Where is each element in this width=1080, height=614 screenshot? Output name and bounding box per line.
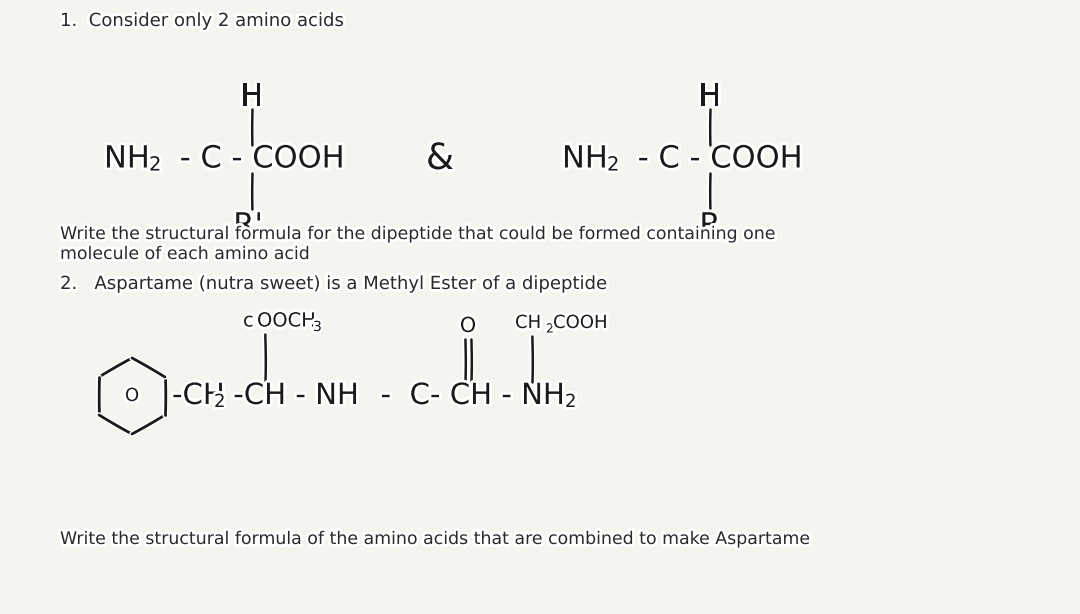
Text: NH: NH [562,144,608,174]
Text: 2: 2 [607,155,619,174]
Text: 2.   Aspartame (nutra sweet) is a Methyl Ester of a dipeptide: 2. Aspartame (nutra sweet) is a Methyl E… [60,275,607,293]
Text: 2: 2 [214,393,226,411]
Text: H: H [699,82,721,112]
Text: Write the structural formula of the amino acids that are combined to make Aspart: Write the structural formula of the amin… [60,530,813,548]
Text: H: H [241,82,264,112]
Text: NH: NH [104,144,150,174]
Text: - C - COOH: - C - COOH [170,144,345,174]
Text: 3: 3 [313,320,322,334]
Text: R': R' [233,211,262,241]
Text: 2: 2 [149,155,161,174]
Text: 2: 2 [546,322,554,335]
Text: - C - COOH: - C - COOH [627,144,802,174]
Text: O: O [125,387,139,405]
Text: Write the structural formula for the dipeptide that could be formed containing o: Write the structural formula for the dip… [60,225,780,243]
Text: &: & [426,142,454,176]
Text: OOCH: OOCH [257,311,315,330]
Text: molecule of each amino acid: molecule of each amino acid [60,245,311,263]
Text: 2: 2 [565,393,577,411]
Text: COOH: COOH [553,314,607,332]
Text: O: O [460,316,476,336]
Text: R: R [700,211,720,241]
Text: CH: CH [515,314,541,332]
Text: c: c [243,311,254,330]
Text: 1.  Consider only 2 amino acids: 1. Consider only 2 amino acids [60,12,343,30]
Text: -  C- CH - NH: - C- CH - NH [362,382,564,410]
Text: -CH - NH: -CH - NH [224,382,359,410]
Text: -CH: -CH [172,382,225,410]
